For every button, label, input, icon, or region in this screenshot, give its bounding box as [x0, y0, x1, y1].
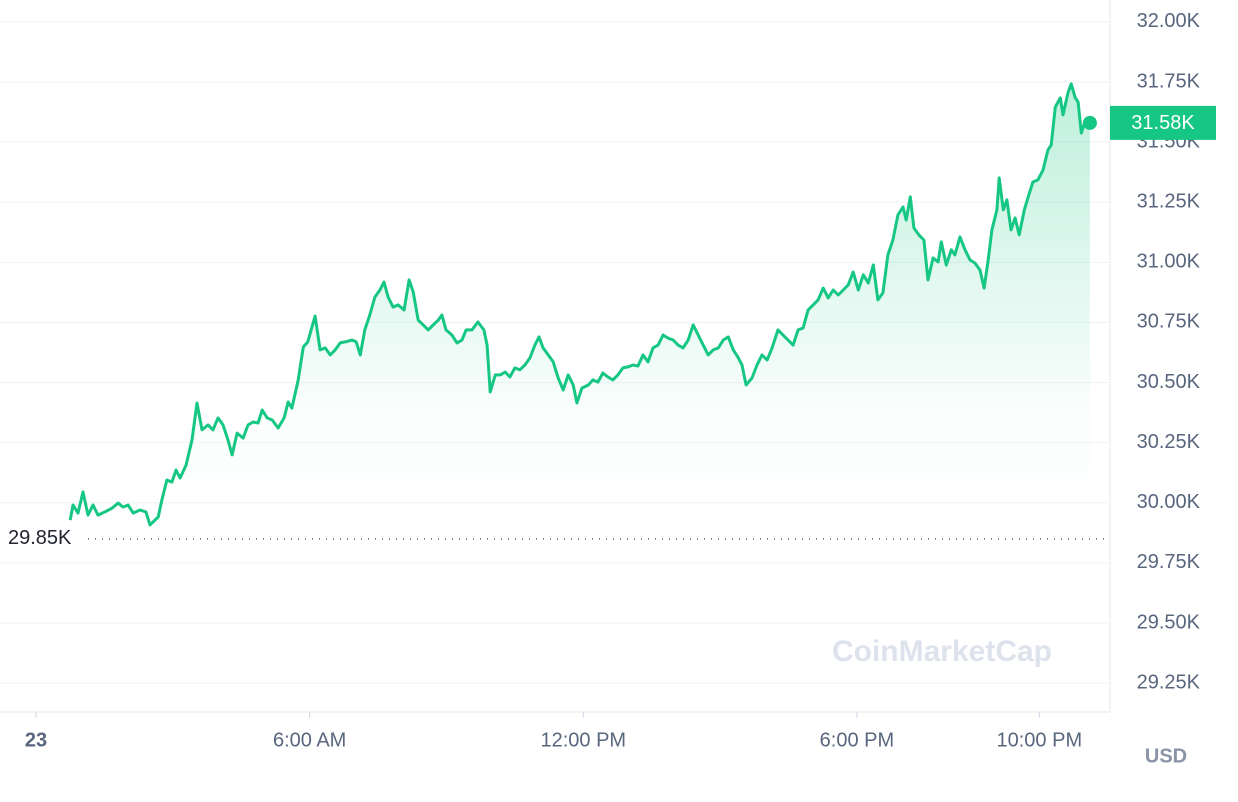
x-tick-label: 12:00 PM — [540, 729, 626, 751]
y-tick-label: 32.00K — [1137, 10, 1201, 32]
price-tag-label: 31.58K — [1131, 112, 1195, 134]
price-line — [68, 82, 1091, 527]
area — [70, 83, 1090, 525]
y-tick-label: 31.00K — [1137, 251, 1201, 273]
y-tick-label: 29.50K — [1137, 611, 1201, 633]
x-tick-label: 10:00 PM — [997, 729, 1083, 751]
x-tick-label: 6:00 PM — [820, 729, 894, 751]
last-point — [1082, 115, 1097, 130]
y-tick-label: 30.00K — [1137, 491, 1201, 513]
unit-label: USD — [1145, 745, 1187, 767]
reference-label: 29.85K — [8, 527, 72, 549]
y-tick-label: 29.25K — [1137, 671, 1201, 693]
price-tag — [1110, 105, 1216, 140]
y-tick-label: 30.25K — [1137, 431, 1201, 453]
y-tick-label: 30.75K — [1137, 311, 1201, 333]
y-tick-label: 31.75K — [1137, 70, 1201, 92]
watermark: CoinMarketCap — [832, 635, 1052, 668]
x-tick-label: 6:00 AM — [273, 729, 346, 751]
y-tick-label: 30.50K — [1137, 371, 1201, 393]
y-tick-label: 31.25K — [1137, 191, 1201, 213]
x-tick-label: 23 — [25, 729, 47, 751]
y-tick-label: 29.75K — [1137, 551, 1201, 573]
